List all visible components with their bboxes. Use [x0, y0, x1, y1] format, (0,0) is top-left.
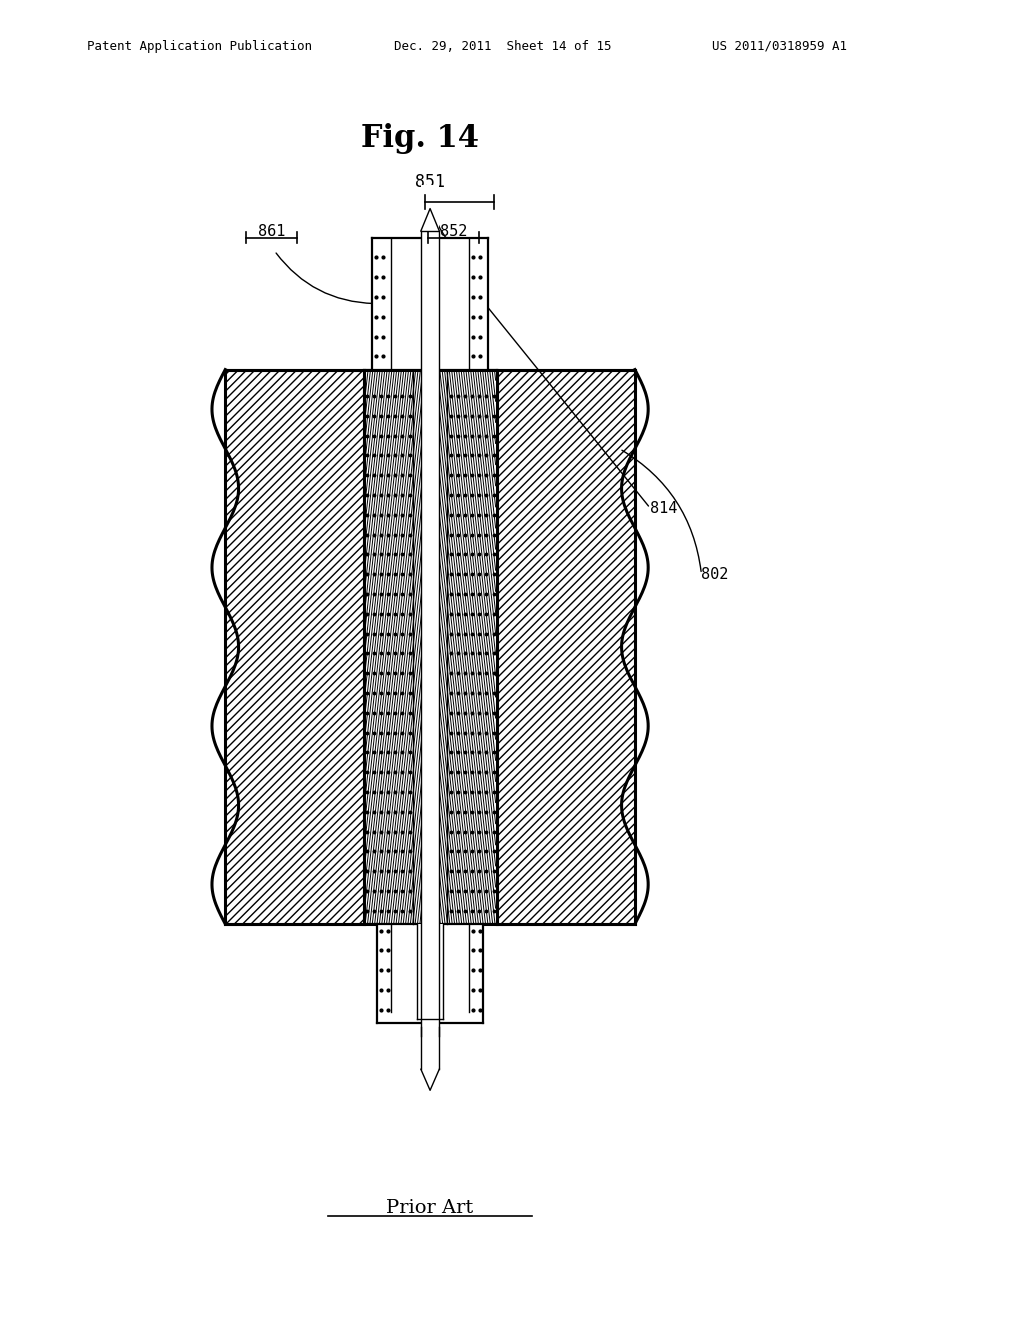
Text: Dec. 29, 2011  Sheet 14 of 15: Dec. 29, 2011 Sheet 14 of 15	[394, 40, 611, 53]
Text: Patent Application Publication: Patent Application Publication	[87, 40, 312, 53]
Text: 814: 814	[650, 500, 678, 516]
Text: 852: 852	[440, 223, 467, 239]
Text: Fig. 14: Fig. 14	[360, 123, 479, 154]
Text: Prior Art: Prior Art	[386, 1199, 474, 1217]
Text: 851: 851	[415, 173, 444, 191]
Text: 861: 861	[258, 223, 285, 239]
Bar	[225, 370, 364, 924]
Bar	[421, 185, 439, 1043]
Bar	[364, 370, 497, 924]
Bar	[372, 238, 488, 370]
Bar	[417, 924, 443, 1019]
Bar	[497, 370, 635, 924]
Text: 802: 802	[701, 566, 729, 582]
Bar	[377, 924, 483, 1023]
Text: US 2011/0318959 A1: US 2011/0318959 A1	[712, 40, 847, 53]
